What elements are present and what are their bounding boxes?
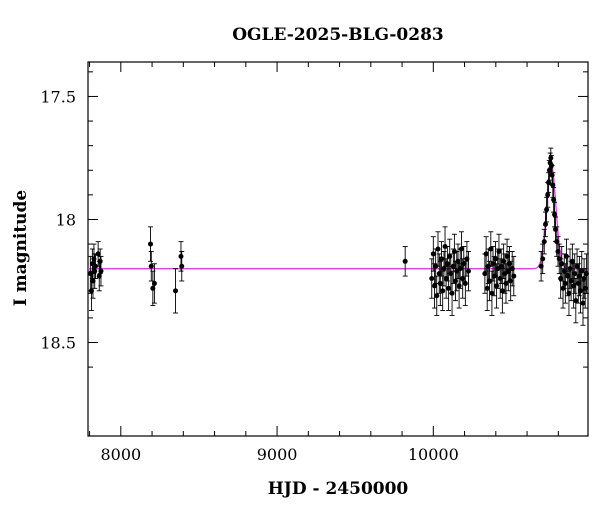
data-point [173, 288, 178, 294]
data-point [572, 271, 578, 277]
data-point [437, 280, 443, 286]
data-point [548, 155, 554, 161]
data-point [546, 167, 552, 173]
data-point [96, 273, 102, 279]
data-point [92, 268, 98, 274]
data-point [559, 261, 565, 267]
data-point [574, 263, 580, 269]
data-point [148, 241, 153, 247]
data-point [458, 246, 464, 252]
data-point [582, 285, 588, 291]
data-point [552, 212, 558, 218]
data-point [430, 251, 436, 257]
x-tick-label: 8000 [100, 445, 141, 464]
data-point [447, 253, 453, 259]
data-point [441, 266, 447, 272]
y-axis-label: I magnitude [11, 190, 31, 307]
plot-frame [87, 61, 589, 437]
data-point [493, 256, 498, 262]
data-point [546, 180, 552, 186]
data-point [511, 273, 517, 279]
y-tick-label: 18.5 [40, 334, 76, 353]
chart-title: OGLE-2025-BLG-0283 [232, 25, 444, 45]
data-point [553, 226, 558, 232]
data-point [95, 251, 101, 257]
y-tick-label: 18 [56, 210, 76, 229]
data-point [540, 256, 546, 262]
data-point [501, 258, 507, 264]
data-point [449, 290, 455, 296]
x-tick-label: 10000 [408, 445, 459, 464]
data-point [503, 280, 509, 286]
data-point [455, 258, 461, 264]
data-point [179, 263, 185, 269]
x-tick-label: 9000 [257, 445, 298, 464]
data-point [97, 258, 103, 264]
y-tick-label: 17.5 [40, 87, 76, 106]
data-point [402, 258, 408, 264]
data-point [98, 268, 104, 274]
data-point [178, 253, 184, 259]
data-point [487, 278, 493, 284]
data-point [581, 276, 587, 282]
data-point [462, 280, 468, 286]
data-point [482, 271, 488, 277]
data-point [499, 288, 505, 294]
plot-area: 8000 9000 10000 17.5 18 18.5 [40, 61, 589, 464]
data-point [566, 290, 572, 296]
data-point [488, 246, 494, 252]
data-point [550, 182, 556, 188]
data-point [541, 239, 547, 245]
data-point [568, 278, 574, 284]
data-point [567, 266, 573, 272]
data-point [543, 221, 548, 227]
data-point [562, 280, 568, 286]
data-point [483, 251, 489, 257]
data-point [465, 268, 471, 274]
data-point [573, 298, 579, 304]
data-point [457, 266, 463, 272]
data-point [494, 283, 500, 289]
data-point [555, 248, 561, 254]
data-point [496, 248, 502, 254]
data-point [148, 263, 154, 269]
data-point [484, 285, 490, 291]
data-point [429, 276, 435, 282]
x-axis-label: HJD - 2450000 [268, 479, 409, 499]
data-point [151, 280, 157, 286]
data-point [583, 271, 589, 277]
data-point [434, 293, 440, 299]
data-point [460, 276, 466, 282]
data-point [435, 246, 441, 252]
data-point [544, 207, 550, 213]
data-point [504, 253, 510, 259]
data-point [580, 300, 586, 306]
data-point [489, 290, 495, 296]
data-point [558, 276, 564, 282]
data-point [443, 276, 449, 282]
data-point [438, 256, 444, 262]
data-point [90, 278, 96, 284]
data-point [93, 263, 98, 269]
data-point [448, 271, 454, 277]
data-point [554, 239, 560, 245]
data-point [545, 192, 551, 198]
data-point [432, 283, 438, 289]
data-point [569, 258, 575, 264]
data-point [579, 268, 585, 274]
data-point [507, 261, 513, 267]
data-point [549, 172, 555, 178]
data-point [444, 261, 450, 267]
data-point [498, 263, 504, 269]
data-point [456, 283, 462, 289]
data-point [576, 273, 582, 279]
model-curve [88, 164, 588, 270]
data-point [551, 197, 557, 203]
data-point [446, 285, 452, 291]
data-point [565, 273, 571, 279]
data-point [440, 288, 446, 294]
data-point [453, 278, 458, 284]
